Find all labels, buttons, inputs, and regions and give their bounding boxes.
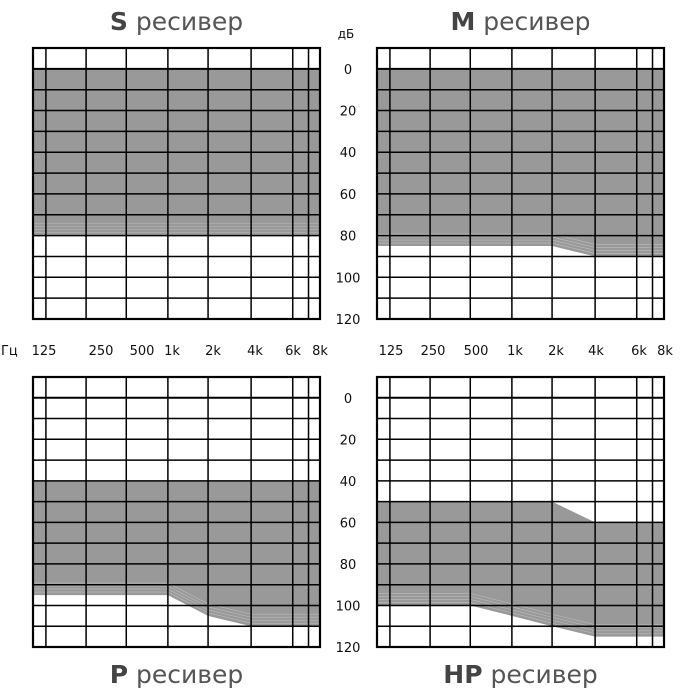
x-tick-label: 250 [421,344,446,359]
x-tick-label: 125 [379,344,404,359]
x-tick-label: 2k [548,344,564,359]
range-streak [33,585,320,618]
x-tick-label: 500 [130,344,155,359]
y-tick-label: 40 [340,146,357,161]
x-tick-label: 2k [205,344,221,359]
range-streak [377,236,664,248]
y-tick-label: 20 [340,433,357,448]
range-streak [377,239,664,251]
panel-0: S ресивер [31,7,322,321]
range-area [33,480,320,627]
range-streak [33,591,320,624]
range-streak [377,242,664,254]
range-streak [377,596,664,628]
y-tick-label: 60 [340,188,357,203]
x-tick-label: 250 [89,344,114,359]
y-tick-label: 100 [336,599,361,614]
title-bold: M [450,7,475,36]
title-rest: ресивер [128,7,243,36]
panel-frame [375,46,666,321]
panel-3: HP ресивер [375,375,666,689]
y-tick-label: 40 [340,475,357,490]
range-streak [33,582,320,615]
range-streak [377,233,664,245]
range-streak [377,599,664,631]
y-unit-label: дБ [338,27,355,41]
title-bold: P [110,660,128,689]
x-tick-label: 6k [285,344,301,359]
y-tick-label: 100 [336,271,361,286]
x-tick-label: 8k [657,344,673,359]
labels: 0 20 40 60 80 100 120 0 20 40 60 80 100 120 дБ Гц 125 125… [1,27,673,656]
x-tick-label: 8k [312,344,328,359]
range-streak [33,588,320,621]
y-tick-label: 120 [336,641,361,656]
panel-frame [375,375,666,649]
y-tick-label: 20 [340,105,357,120]
x-tick-label: 500 [464,344,489,359]
x-unit-label: Гц [1,344,18,359]
panel-2: P ресивер [31,375,322,689]
y-tick-label: 60 [340,516,357,531]
range-streak [377,593,664,625]
y-tick-label: 0 [344,392,352,407]
title-bold: HP [443,660,482,689]
title-rest: ресивер [128,660,243,689]
panel-1: M ресивер [375,7,666,321]
y-tick-label: 0 [344,63,352,78]
panel-title: P ресивер [110,660,244,689]
range-streak [377,602,664,634]
panel-title: M ресивер [450,7,590,36]
panel-frame [31,46,322,321]
range-area [377,501,664,637]
panel-title: S ресивер [110,7,243,36]
x-tick-label: 4k [588,344,604,359]
y-tick-label: 80 [340,558,357,573]
x-tick-label: 6k [631,344,647,359]
x-tick-label: 4k [247,344,263,359]
title-rest: ресивер [475,7,590,36]
panel-title: HP ресивер [443,660,597,689]
range-area [377,68,664,257]
y-tick-label: 80 [340,230,357,245]
x-tick-label: 1k [164,344,180,359]
y-tick-label: 120 [336,313,361,328]
x-tick-label: 125 [32,344,57,359]
title-rest: ресивер [483,660,598,689]
title-bold: S [110,7,128,36]
x-tick-label: 1k [507,344,523,359]
panel-frame [31,375,322,649]
